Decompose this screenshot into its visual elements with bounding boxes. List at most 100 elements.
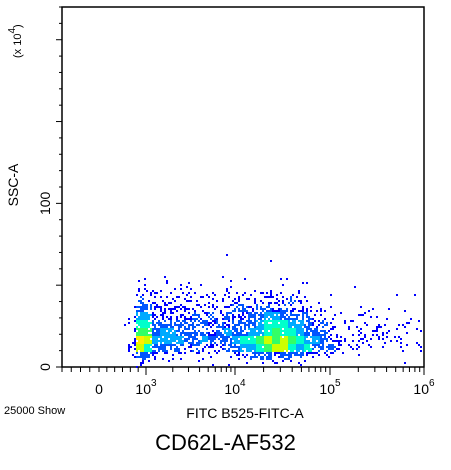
data-point — [290, 340, 292, 342]
data-point — [192, 318, 194, 320]
data-point — [308, 342, 310, 344]
data-point — [254, 332, 256, 334]
data-point — [360, 338, 362, 340]
data-point — [166, 344, 168, 346]
data-point — [312, 332, 314, 334]
data-point — [290, 304, 292, 306]
data-point — [288, 342, 290, 344]
data-point — [230, 280, 232, 282]
data-point — [146, 338, 148, 340]
data-point — [190, 344, 192, 346]
data-point — [152, 340, 154, 342]
data-point — [238, 332, 240, 334]
data-point — [190, 316, 192, 318]
data-point — [376, 334, 378, 336]
data-point — [268, 332, 270, 334]
data-point — [284, 338, 286, 340]
data-point — [310, 336, 312, 338]
data-point — [418, 344, 420, 346]
data-point — [164, 338, 166, 340]
data-point — [138, 280, 140, 282]
data-point — [296, 330, 298, 332]
data-point — [210, 340, 212, 342]
data-point — [230, 304, 232, 306]
data-point — [300, 310, 302, 312]
data-point — [270, 320, 272, 322]
data-point — [296, 316, 298, 318]
data-point — [304, 336, 306, 338]
data-point — [304, 360, 306, 362]
data-point — [314, 352, 316, 354]
data-point — [230, 356, 232, 358]
data-point — [152, 302, 154, 304]
data-point — [140, 310, 142, 312]
data-point — [180, 308, 182, 310]
data-point — [202, 340, 204, 342]
data-point — [154, 306, 156, 308]
data-point — [300, 332, 302, 334]
data-point — [262, 340, 264, 342]
data-point — [184, 338, 186, 340]
data-point — [182, 306, 184, 308]
data-point — [250, 314, 252, 316]
data-point — [170, 316, 172, 318]
data-point — [252, 346, 254, 348]
data-point — [148, 336, 150, 338]
data-point — [276, 312, 278, 314]
data-point — [136, 356, 138, 358]
data-point — [154, 318, 156, 320]
data-point — [218, 332, 220, 334]
data-point — [258, 350, 260, 352]
data-point — [274, 342, 276, 344]
data-point — [204, 346, 206, 348]
data-point — [306, 310, 308, 312]
data-point — [264, 330, 266, 332]
data-point — [268, 356, 270, 358]
data-point — [190, 324, 192, 326]
data-point — [378, 326, 380, 328]
data-point — [260, 344, 262, 346]
data-point — [258, 340, 260, 342]
data-point — [202, 320, 204, 322]
data-point — [206, 340, 208, 342]
data-point — [138, 290, 140, 292]
data-point — [144, 356, 146, 358]
data-point — [144, 344, 146, 346]
data-point — [142, 304, 144, 306]
data-point — [306, 342, 308, 344]
data-point — [298, 324, 300, 326]
data-point — [282, 342, 284, 344]
data-point — [320, 348, 322, 350]
data-point — [220, 326, 222, 328]
data-point — [282, 326, 284, 328]
data-point — [238, 346, 240, 348]
data-point — [286, 348, 288, 350]
data-point — [302, 320, 304, 322]
data-point — [150, 330, 152, 332]
data-point — [274, 326, 276, 328]
data-point — [138, 310, 140, 312]
data-point — [276, 326, 278, 328]
data-point — [266, 296, 268, 298]
data-point — [286, 354, 288, 356]
data-point — [270, 340, 272, 342]
data-point — [296, 348, 298, 350]
data-point — [326, 338, 328, 340]
data-point — [280, 340, 282, 342]
data-point — [276, 346, 278, 348]
data-point — [264, 336, 266, 338]
data-point — [142, 354, 144, 356]
data-point — [216, 352, 218, 354]
data-point — [178, 340, 180, 342]
data-point — [270, 354, 272, 356]
data-point — [160, 322, 162, 324]
data-point — [262, 344, 264, 346]
data-point — [238, 300, 240, 302]
data-point — [232, 326, 234, 328]
data-point — [152, 312, 154, 314]
data-point — [256, 308, 258, 310]
data-point — [264, 346, 266, 348]
data-point — [154, 338, 156, 340]
data-point — [154, 352, 156, 354]
data-point — [282, 348, 284, 350]
